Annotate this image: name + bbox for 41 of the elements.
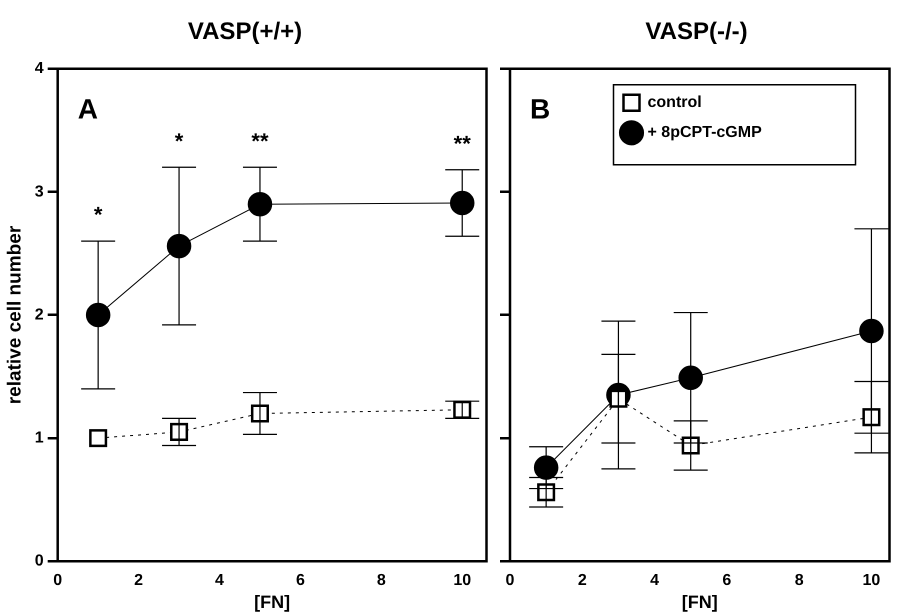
y-axis-title: relative cell number [4, 225, 26, 404]
x-tick-label: 4 [650, 572, 660, 590]
point [859, 318, 884, 344]
x-tick-label: 0 [506, 572, 515, 590]
point [534, 455, 558, 480]
legend-label: + 8pCPT-cGMP [648, 124, 762, 142]
point [450, 190, 474, 216]
x-tick-label: 10 [453, 572, 472, 590]
point [89, 429, 108, 448]
chart-title: VASP(-/-) [645, 18, 748, 46]
x-tick-label: 10 [862, 572, 880, 590]
annotation: ** [251, 128, 269, 154]
point [250, 404, 269, 423]
point [678, 366, 703, 390]
x-tick-label: 6 [296, 572, 305, 590]
point [862, 408, 880, 426]
y-tick-label: 0 [34, 552, 44, 570]
x-tick-label: 2 [134, 572, 144, 590]
x-tick-label: 6 [722, 572, 732, 590]
chart-title: VASP(+/+) [188, 18, 302, 46]
x-tick-label: 8 [376, 572, 386, 590]
x-tick-label: 0 [53, 572, 62, 590]
x-axis-title: [FN] [682, 592, 718, 612]
annotation: * [174, 128, 184, 154]
point [86, 302, 110, 328]
point [248, 192, 272, 216]
annotation: * [94, 202, 103, 228]
x-axis-title: [FN] [254, 592, 290, 612]
legend-label: control [648, 94, 702, 112]
y-tick-label: 3 [34, 183, 44, 200]
y-tick-label: 2 [34, 306, 44, 324]
annotation: B [530, 94, 550, 125]
annotation: ** [454, 130, 472, 156]
x-tick-label: 2 [578, 572, 587, 590]
point [166, 234, 192, 258]
x-tick-label: 8 [794, 572, 804, 590]
x-tick-label: 4 [215, 572, 224, 590]
y-tick-label: 1 [34, 430, 44, 447]
point [170, 422, 188, 441]
y-tick-label: 4 [34, 60, 44, 78]
annotation: A [78, 94, 98, 125]
